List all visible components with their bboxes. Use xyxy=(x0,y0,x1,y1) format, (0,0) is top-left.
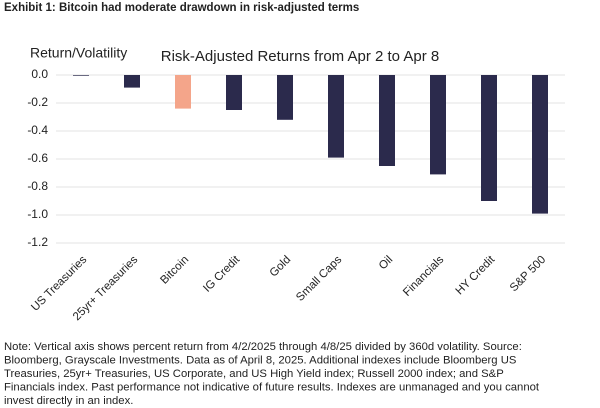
y-tick-label: 0.0 xyxy=(31,67,48,81)
x-tick-label: HY Credit xyxy=(454,253,498,297)
note-line: invest directly in an index. xyxy=(4,395,133,407)
y-tick-label: -1.0 xyxy=(27,207,48,221)
y-tick-label: -0.6 xyxy=(27,151,48,165)
y-tick-label: -1.2 xyxy=(27,235,48,249)
x-tick-label: Bitcoin xyxy=(158,254,191,287)
x-tick-label: S&P 500 xyxy=(508,254,548,294)
x-tick-label: Gold xyxy=(268,254,294,280)
x-tick-label: IG Credit xyxy=(201,253,243,295)
bar xyxy=(124,75,140,88)
note-line: Note: Vertical axis shows percent return… xyxy=(4,341,522,353)
x-tick-label: Financials xyxy=(401,254,446,299)
bar xyxy=(175,75,191,109)
bar xyxy=(481,75,497,201)
bar xyxy=(532,75,548,214)
y-tick-label: -0.4 xyxy=(27,123,48,137)
x-tick-label: Oil xyxy=(377,254,395,272)
bar xyxy=(277,75,293,120)
y-tick-label: -0.2 xyxy=(27,95,48,109)
bar xyxy=(73,75,89,76)
x-tick-label: Small Caps xyxy=(294,254,344,304)
bar xyxy=(430,75,446,175)
y-tick-label: -0.8 xyxy=(27,179,48,193)
header: Exhibit 1: Bitcoin had moderate drawdown… xyxy=(4,2,359,14)
bar xyxy=(226,75,242,110)
bar xyxy=(379,75,395,166)
chart-title: Risk-Adjusted Returns from Apr 2 to Apr … xyxy=(161,48,439,65)
y-axis-label: Return/Volatility xyxy=(30,45,127,61)
note-line: Treasuries, 25yr+ Treasuries, US Corpora… xyxy=(4,368,504,380)
note-line: Financials index. Past performance not i… xyxy=(4,381,540,393)
note-line: Bloomberg, Grayscale Investments. Data a… xyxy=(4,354,517,366)
bar xyxy=(328,75,344,158)
